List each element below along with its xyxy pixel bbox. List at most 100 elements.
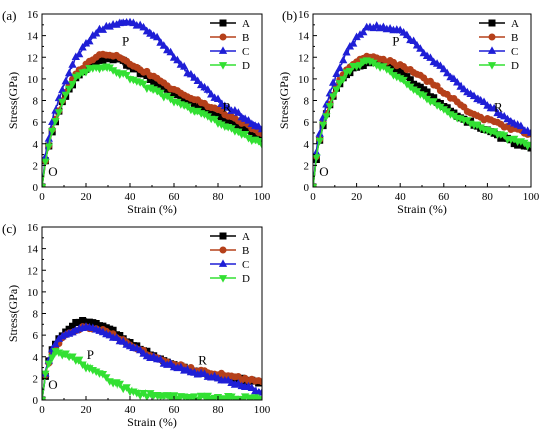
x-tick-label: 100 xyxy=(523,191,540,203)
data-point-D xyxy=(51,118,60,126)
data-point-C xyxy=(479,97,489,105)
annotation-P: P xyxy=(87,347,94,362)
data-point-C xyxy=(247,383,256,391)
y-tick-label: 6 xyxy=(33,117,39,129)
data-point-C xyxy=(159,41,168,49)
legend-label-D: D xyxy=(242,60,250,72)
data-point-D xyxy=(122,384,131,392)
y-tick-label: 6 xyxy=(33,330,39,342)
data-point-D xyxy=(58,98,67,107)
data-point-D xyxy=(240,131,250,139)
panel-label: (a) xyxy=(2,8,16,23)
data-point-C xyxy=(78,42,87,51)
data-point-C xyxy=(92,28,101,37)
legend-marker-D xyxy=(218,275,228,283)
data-point-C xyxy=(396,25,405,34)
y-tick-label: 2 xyxy=(304,160,310,172)
y-tick-label: 8 xyxy=(304,96,310,108)
data-point-D xyxy=(257,141,262,150)
x-tick-label: 40 xyxy=(125,404,137,416)
data-point-C xyxy=(459,84,469,93)
data-point-C xyxy=(244,116,253,124)
data-point-D xyxy=(328,93,338,101)
legend-label-A: A xyxy=(511,18,519,30)
x-tick-label: 60 xyxy=(438,191,450,203)
x-tick-label: 20 xyxy=(81,404,93,416)
data-point-D xyxy=(42,397,47,400)
data-point-D xyxy=(64,85,74,94)
data-point-D xyxy=(61,91,70,100)
y-axis-label: Stress(GPa) xyxy=(6,285,20,342)
data-point-C xyxy=(193,76,202,84)
annotation-P: P xyxy=(392,33,399,48)
data-point-B xyxy=(460,103,468,111)
y-tick-label: 0 xyxy=(33,182,39,194)
data-point-C xyxy=(152,32,162,41)
data-point-C xyxy=(207,89,216,98)
data-point-C xyxy=(416,44,425,52)
y-tick-label: 10 xyxy=(298,74,310,86)
data-point-C xyxy=(136,345,145,354)
data-point-C xyxy=(156,355,165,363)
data-point-D xyxy=(345,68,355,76)
annotation-O: O xyxy=(319,164,328,179)
data-point-C xyxy=(166,47,175,56)
data-point-D xyxy=(385,68,395,76)
data-point-C xyxy=(176,362,185,371)
data-point-C xyxy=(129,18,138,27)
data-point-C xyxy=(526,128,531,136)
data-point-C xyxy=(75,49,84,58)
data-point-D xyxy=(54,109,64,117)
panel-c: 0 20 40 60 80 100 0 2 4 6 8 10 12 14 16 Strain (%) Stres… xyxy=(2,221,271,429)
x-tick-label: 80 xyxy=(482,191,494,203)
data-point-C xyxy=(257,124,262,133)
y-tick-label: 16 xyxy=(27,9,39,21)
data-point-C xyxy=(412,40,422,49)
annotation-O: O xyxy=(48,377,57,392)
legend-marker-A xyxy=(219,232,227,240)
data-point-C xyxy=(489,103,499,112)
data-point-C xyxy=(224,375,233,384)
y-tick-label: 14 xyxy=(27,244,39,256)
data-point-C xyxy=(328,78,338,86)
y-tick-label: 2 xyxy=(33,373,39,385)
data-point-C xyxy=(203,85,212,93)
data-point-D xyxy=(142,393,152,400)
data-point-D xyxy=(122,72,131,80)
data-point-C xyxy=(503,114,512,123)
data-point-C xyxy=(64,68,74,77)
legend-marker-D xyxy=(218,62,228,70)
data-point-C xyxy=(166,358,175,367)
x-tick-label: 100 xyxy=(254,404,271,416)
x-tick-label: 100 xyxy=(254,191,271,203)
y-tick-label: 4 xyxy=(33,352,39,364)
data-point-D xyxy=(399,76,408,85)
legend-label-B: B xyxy=(242,32,249,44)
data-point-C xyxy=(200,369,209,377)
data-point-C xyxy=(443,68,452,77)
y-tick-label: 12 xyxy=(27,265,38,277)
data-point-C xyxy=(483,101,492,109)
legend-label-A: A xyxy=(242,231,250,243)
data-point-C xyxy=(342,47,351,56)
data-point-D xyxy=(68,81,77,89)
data-point-D xyxy=(102,374,111,382)
data-point-C xyxy=(335,63,344,72)
y-tick-label: 8 xyxy=(33,309,39,321)
data-point-B xyxy=(433,82,441,90)
data-point-C xyxy=(254,122,262,130)
data-point-D xyxy=(332,86,341,95)
data-point-D xyxy=(48,127,57,136)
legend-marker-C xyxy=(218,259,228,267)
data-point-C xyxy=(402,30,412,39)
data-point-C xyxy=(426,53,435,61)
data-point-C xyxy=(469,91,479,100)
x-tick-label: 20 xyxy=(351,191,363,203)
data-point-C xyxy=(213,94,223,102)
y-tick-label: 14 xyxy=(298,31,310,43)
data-point-C xyxy=(169,53,179,61)
y-tick-label: 12 xyxy=(298,52,309,64)
data-point-B xyxy=(258,378,262,386)
legend-marker-B xyxy=(219,33,227,41)
data-point-C xyxy=(180,62,189,70)
